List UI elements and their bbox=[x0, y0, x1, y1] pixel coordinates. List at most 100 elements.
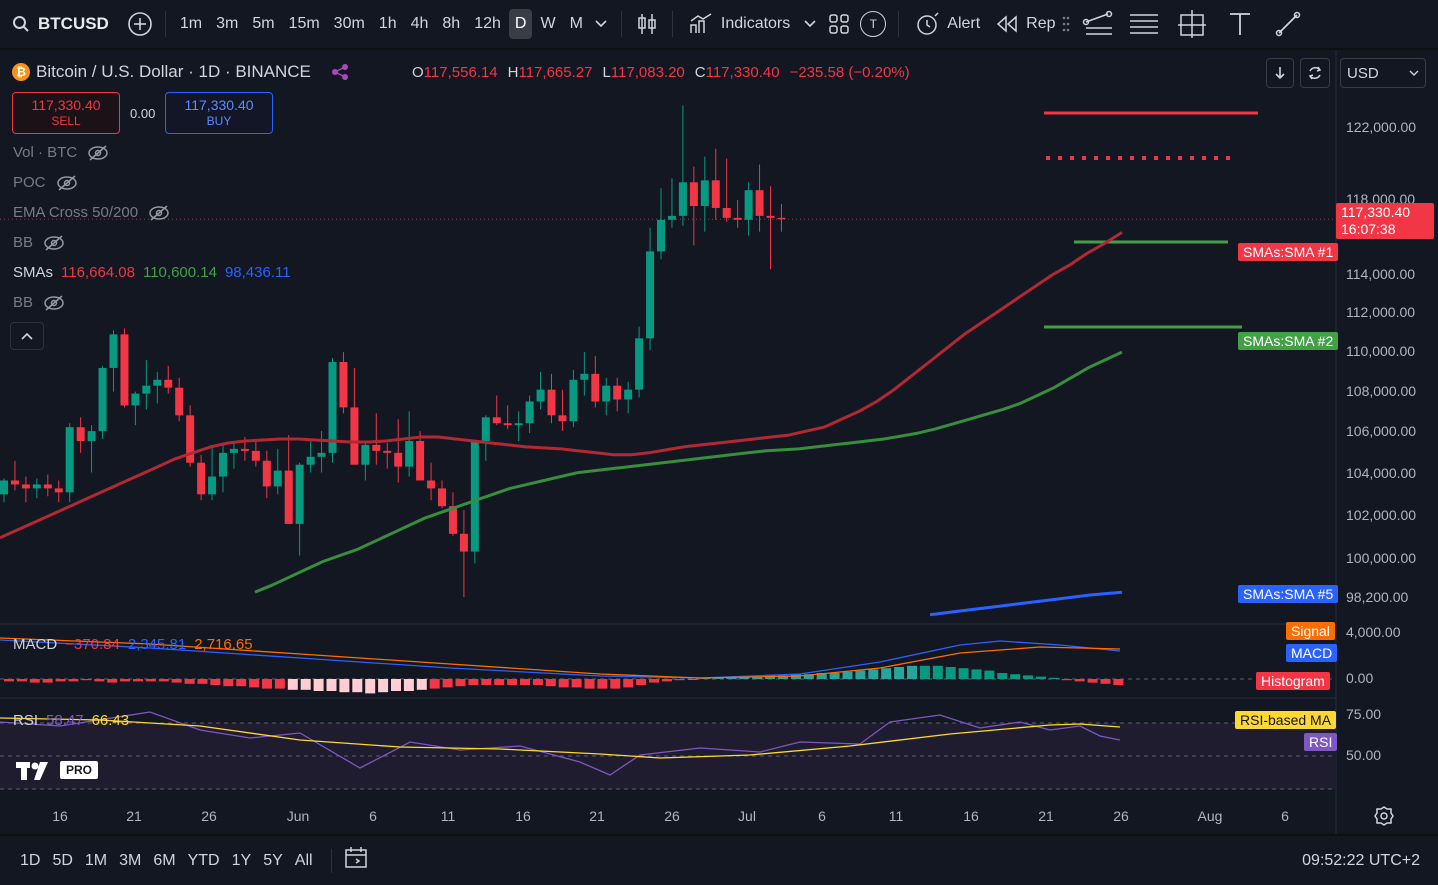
grid-icon bbox=[829, 14, 850, 34]
interval-8h-button[interactable]: 8h bbox=[442, 15, 461, 32]
interval-30m-button[interactable]: 30m bbox=[333, 15, 365, 32]
indicator-legend-row[interactable]: Vol · BTC bbox=[13, 144, 109, 161]
symbol-legend: ₿ Bitcoin / U.S. Dollar · 1D · BINANCE bbox=[12, 62, 357, 82]
interval-1h-button[interactable]: 1h bbox=[378, 15, 397, 32]
macd-histogram-bar bbox=[1010, 674, 1021, 679]
histogram-tag: Histogram bbox=[1256, 672, 1330, 690]
macd-histogram-bar bbox=[326, 679, 337, 691]
buy-button[interactable]: 117,330.40 BUY bbox=[165, 92, 273, 134]
macd-histogram-bar bbox=[107, 679, 118, 683]
text-tool[interactable] bbox=[1216, 7, 1264, 41]
collapse-legend-button[interactable] bbox=[10, 322, 44, 350]
range-6m-button[interactable]: 6M bbox=[153, 851, 176, 869]
range-5y-button[interactable]: 5Y bbox=[263, 851, 283, 869]
replay-label: Rep bbox=[1026, 15, 1056, 32]
chevron-down-icon bbox=[595, 20, 607, 28]
interval-4h-button[interactable]: 4h bbox=[410, 15, 429, 32]
range-1y-button[interactable]: 1Y bbox=[231, 851, 252, 869]
trend-angle-tool[interactable] bbox=[1076, 7, 1120, 41]
macd-histogram-bar bbox=[507, 679, 518, 685]
templates-button[interactable]: T bbox=[856, 7, 890, 41]
macd-histogram-bar bbox=[4, 679, 14, 682]
interval-5m-button[interactable]: 5m bbox=[252, 15, 275, 32]
interval-m-button[interactable]: M bbox=[569, 15, 583, 32]
range-1d-button[interactable]: 1D bbox=[20, 851, 41, 869]
chart-canvas[interactable] bbox=[0, 50, 1438, 834]
chart-area[interactable]: ₿ Bitcoin / U.S. Dollar · 1D · BINANCE O… bbox=[0, 50, 1438, 834]
share-icon[interactable] bbox=[327, 63, 357, 81]
macd-histogram-bar bbox=[984, 670, 995, 679]
candle-body bbox=[208, 476, 217, 495]
eye-crossed-icon[interactable] bbox=[43, 294, 65, 311]
interval-w-button[interactable]: W bbox=[540, 15, 556, 32]
currency-select[interactable]: USD bbox=[1340, 58, 1426, 88]
indicator-legend-row[interactable]: EMA Cross 50/200 bbox=[13, 204, 170, 221]
reset-chart-button[interactable] bbox=[1300, 58, 1330, 88]
goto-date-button[interactable] bbox=[344, 846, 368, 875]
last-price: 117,330.40 bbox=[1341, 204, 1411, 220]
interval-1m-button[interactable]: 1m bbox=[179, 15, 203, 32]
indicators-dropdown[interactable] bbox=[798, 9, 822, 39]
chart-type-button[interactable] bbox=[630, 7, 664, 41]
brush-tool[interactable] bbox=[1264, 7, 1312, 41]
compare-symbol-button[interactable] bbox=[123, 7, 157, 41]
close-key: C bbox=[694, 64, 706, 81]
time-axis-label: 11 bbox=[888, 808, 904, 824]
layout-button[interactable] bbox=[822, 7, 856, 41]
interval-dropdown[interactable] bbox=[589, 9, 613, 39]
macd-histogram-bar bbox=[494, 679, 505, 685]
candle-body bbox=[416, 440, 425, 481]
range-all-button[interactable]: All bbox=[294, 851, 313, 869]
rsi-label: RSI bbox=[13, 712, 39, 729]
tradingview-logo[interactable]: PRO bbox=[16, 758, 99, 782]
sma-value: 98,436.11 bbox=[224, 264, 291, 281]
alert-button[interactable]: Alert bbox=[907, 7, 988, 41]
symbol-search[interactable]: BTCUSD bbox=[0, 0, 123, 48]
range-ytd-button[interactable]: YTD bbox=[187, 851, 220, 869]
toolbar-drag-handle[interactable] bbox=[1056, 7, 1076, 41]
indicator-legend-row[interactable]: POC bbox=[13, 174, 78, 191]
time-axis-label: 26 bbox=[1113, 808, 1129, 824]
indicator-legend-row[interactable]: BB bbox=[13, 234, 65, 251]
replay-button[interactable]: Rep bbox=[988, 7, 1056, 41]
candle-body bbox=[624, 389, 633, 400]
eye-crossed-icon[interactable] bbox=[56, 174, 78, 191]
price-axis-label: 100,000.00 bbox=[1346, 550, 1417, 566]
range-5d-button[interactable]: 5D bbox=[52, 851, 73, 869]
indicator-name: BB bbox=[13, 234, 34, 251]
macd-histogram-bar bbox=[274, 679, 285, 689]
indicator-legend-row[interactable]: SMAs 116,664.08 110,600.14 98,436.11 bbox=[13, 264, 291, 281]
alert-label: Alert bbox=[947, 15, 981, 32]
candle-body bbox=[109, 334, 118, 368]
time-axis-label: 16 bbox=[963, 808, 979, 824]
range-1m-button[interactable]: 1M bbox=[84, 851, 108, 869]
chart-settings-button[interactable] bbox=[1374, 806, 1394, 831]
sell-button[interactable]: 117,330.40 SELL bbox=[12, 92, 120, 134]
price-axis-label: 104,000.00 bbox=[1346, 465, 1417, 481]
eye-crossed-icon[interactable] bbox=[43, 234, 65, 251]
macd-histogram-bar bbox=[545, 679, 556, 687]
macd-histogram-value: −370.84 bbox=[65, 636, 120, 653]
interval-12h-button[interactable]: 12h bbox=[474, 15, 501, 32]
timezone-clock[interactable]: 09:52:22 UTC+2 bbox=[1302, 851, 1420, 869]
close-value: 117,330.40 bbox=[705, 64, 780, 81]
chevron-down-icon bbox=[804, 20, 816, 28]
interval-15m-button[interactable]: 15m bbox=[288, 15, 320, 32]
fib-tool[interactable] bbox=[1120, 7, 1168, 41]
scroll-to-realtime-button[interactable] bbox=[1266, 58, 1294, 88]
range-3m-button[interactable]: 3M bbox=[119, 851, 142, 869]
indicator-legend-row[interactable]: BB bbox=[13, 294, 65, 311]
projection-tool[interactable] bbox=[1168, 7, 1216, 41]
candle-body bbox=[10, 480, 19, 485]
indicators-button[interactable]: Indicators bbox=[681, 7, 798, 41]
eye-crossed-icon[interactable] bbox=[87, 144, 109, 161]
candle-body bbox=[481, 417, 490, 441]
time-axis-label: 11 bbox=[440, 808, 456, 824]
interval-3m-button[interactable]: 3m bbox=[216, 15, 239, 32]
buy-label: BUY bbox=[206, 114, 232, 128]
candle-body bbox=[306, 456, 315, 465]
top-toolbar: BTCUSD 1m 3m 5m 15m 30m 1h 4h 8h 12h D W M Indicato… bbox=[0, 0, 1438, 48]
macd-histogram-bar bbox=[171, 679, 182, 683]
eye-crossed-icon[interactable] bbox=[148, 204, 170, 221]
interval-d-button[interactable]: D bbox=[508, 9, 533, 39]
